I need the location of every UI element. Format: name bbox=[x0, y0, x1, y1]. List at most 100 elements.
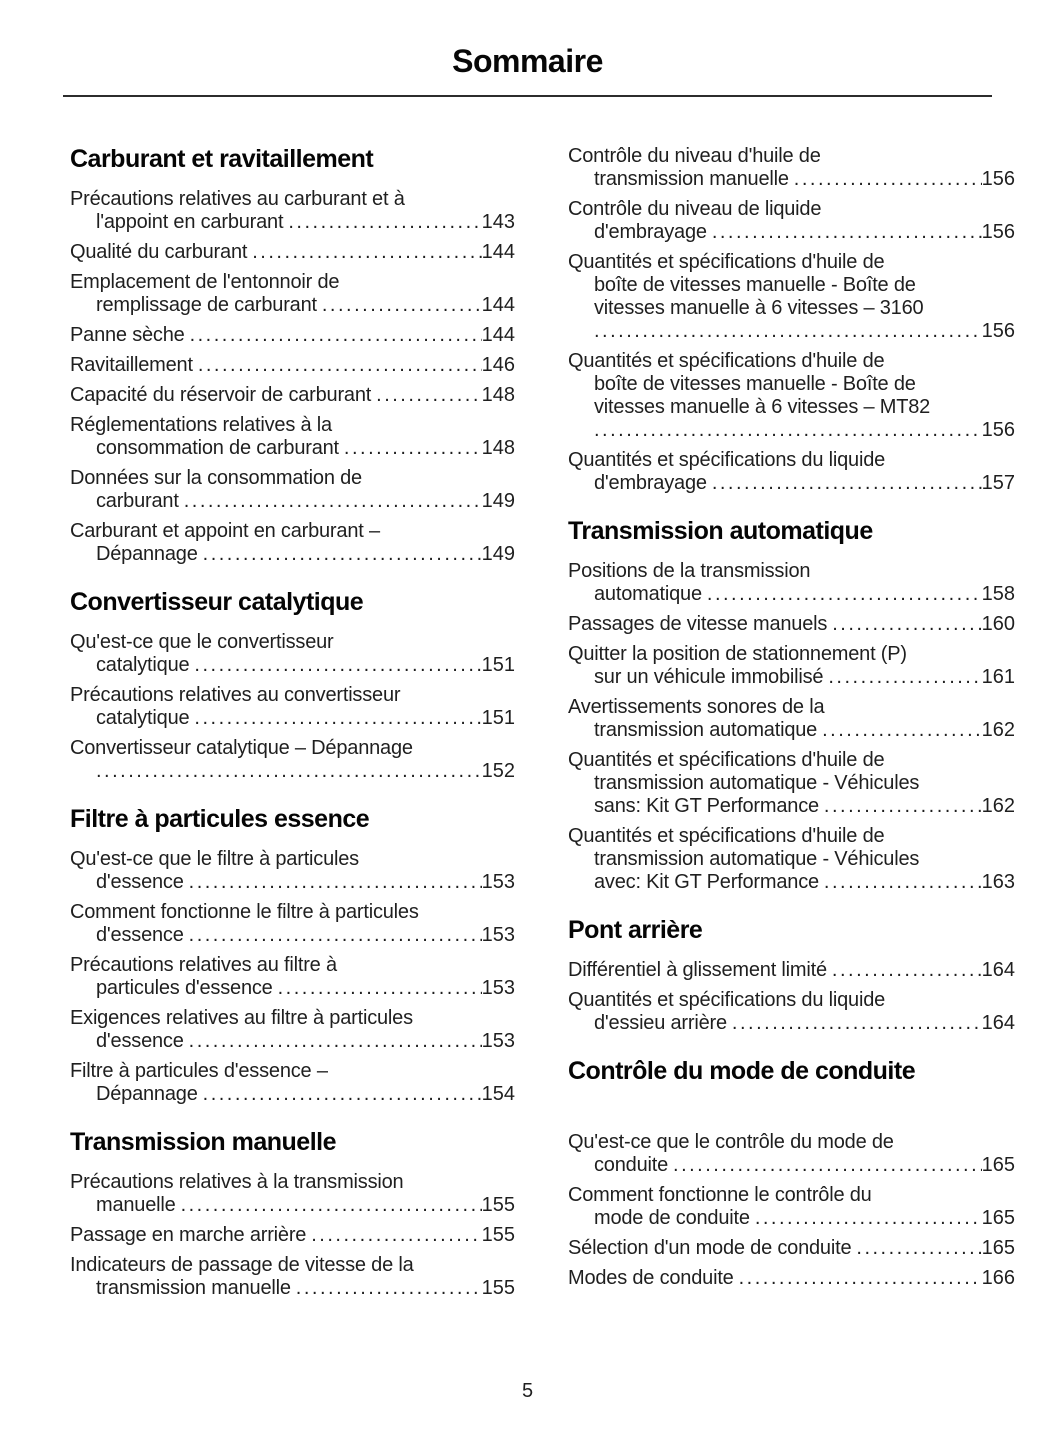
toc-entry: Quantités et spécifications d'huile de bo… bbox=[568, 350, 1015, 442]
toc-leader-dots bbox=[189, 871, 482, 894]
toc-leader-dots bbox=[278, 977, 482, 1000]
toc-entry-text: Sélection d'un mode de conduite bbox=[568, 1237, 852, 1259]
toc-entries: Qu'est-ce que le contrôle du mode de cond… bbox=[568, 1131, 1015, 1290]
toc-entry-line: carburant 149 bbox=[96, 490, 515, 513]
toc-leader-dots bbox=[376, 384, 481, 407]
toc-entry-page: 161 bbox=[981, 666, 1015, 688]
toc-entry: Carburant et appoint en carburant – Dépan… bbox=[70, 520, 515, 566]
toc-entry: Qu'est-ce que le filtre à particules d'es… bbox=[70, 848, 515, 894]
toc-entry-line: Précautions relatives à la transmission bbox=[70, 1171, 404, 1193]
toc-entry: Avertissements sonores de la transmission… bbox=[568, 696, 1015, 742]
toc-leader-dots bbox=[344, 437, 482, 460]
toc-section: Transmission manuelle Précautions relativ… bbox=[70, 1128, 515, 1300]
toc-entry-text: Modes de conduite bbox=[568, 1267, 734, 1289]
toc-leader-dots bbox=[181, 1194, 482, 1217]
toc-entry-text: automatique bbox=[594, 583, 702, 605]
toc-leader-dots bbox=[203, 543, 482, 566]
toc-leader-dots bbox=[824, 871, 982, 894]
page-number: 5 bbox=[521, 1380, 534, 1402]
toc-entry-text: transmission manuelle bbox=[594, 168, 789, 190]
toc-entry: Emplacement de l'entonnoir de remplissage… bbox=[70, 271, 515, 317]
toc-entry-line: Quantités et spécifications d'huile de bbox=[568, 251, 885, 273]
section-heading: Contrôle du mode de conduite bbox=[568, 1057, 916, 1085]
toc-leader-dots bbox=[198, 354, 482, 377]
toc-entry-page: 149 bbox=[481, 543, 515, 565]
toc-entry-line: Positions de la transmission bbox=[568, 560, 811, 582]
toc-leader-dots bbox=[832, 959, 982, 982]
toc-entry-line: Réglementations relatives à la bbox=[70, 414, 332, 436]
document-page: Sommaire Carburant et ravitaillement Préc… bbox=[0, 0, 1055, 1307]
toc-entry-text: d'embrayage bbox=[594, 221, 707, 243]
toc-entry-page: 151 bbox=[481, 654, 515, 676]
toc-entry: Convertisseur catalytique – Dépannage 152 bbox=[70, 737, 515, 783]
toc-entry-text: carburant bbox=[96, 490, 179, 512]
toc-leader-dots bbox=[252, 241, 481, 264]
toc-entry: Quantités et spécifications d'huile de tr… bbox=[568, 825, 1015, 894]
toc-entry: Précautions relatives à la transmission m… bbox=[70, 1171, 515, 1217]
toc-entry-line: Comment fonctionne le filtre à particule… bbox=[70, 901, 419, 923]
toc-leader-dots bbox=[190, 324, 482, 347]
toc-entry-line: Dépannage 154 bbox=[96, 1083, 515, 1106]
toc-leader-dots bbox=[203, 1083, 482, 1106]
toc-entry-page: 165 bbox=[981, 1237, 1015, 1259]
page-header: Sommaire bbox=[0, 0, 1055, 97]
toc-entry-page: 153 bbox=[481, 977, 515, 999]
toc-entry-text: consommation de carburant bbox=[96, 437, 339, 459]
toc-entry-page: 166 bbox=[981, 1267, 1015, 1289]
toc-entry-page: 146 bbox=[481, 354, 515, 376]
toc-entry-page: 162 bbox=[981, 795, 1015, 817]
toc-entry-line: Précautions relatives au carburant et à bbox=[70, 188, 405, 210]
toc-entry-line: Convertisseur catalytique – Dépannage bbox=[70, 737, 413, 759]
toc-entry-text: Différentiel à glissement limité bbox=[568, 959, 827, 981]
toc-entry-line: transmission automatique - Véhicules bbox=[594, 772, 920, 794]
toc-entry-text: Panne sèche bbox=[70, 324, 185, 346]
toc-entry-page: 162 bbox=[981, 719, 1015, 741]
toc-entry-page: 156 bbox=[981, 320, 1015, 342]
toc-entry-line: sans: Kit GT Performance 162 bbox=[594, 795, 1015, 818]
toc-entry: Quitter la position de stationnement (P)… bbox=[568, 643, 1015, 689]
toc-entry-text: sur un véhicule immobilisé bbox=[594, 666, 824, 688]
toc-entry-text: catalytique bbox=[96, 654, 190, 676]
toc-entry-line: Qu'est-ce que le contrôle du mode de bbox=[568, 1131, 894, 1153]
toc-entry-text: transmission manuelle bbox=[96, 1277, 291, 1299]
toc-entry-text: Dépannage bbox=[96, 1083, 198, 1105]
toc-entry-line: Comment fonctionne le contrôle du bbox=[568, 1184, 872, 1206]
toc-entry-page: 165 bbox=[981, 1207, 1015, 1229]
toc-entry-line: Précautions relatives au convertisseur bbox=[70, 684, 401, 706]
toc-entry-line: Quantités et spécifications du liquide bbox=[568, 989, 886, 1011]
toc-entry: Différentiel à glissement limité 164 bbox=[568, 959, 1015, 982]
toc-entry-text: d'embrayage bbox=[594, 472, 707, 494]
toc-entry-line: Indicateurs de passage de vitesse de la bbox=[70, 1254, 414, 1276]
toc-leader-dots bbox=[822, 719, 982, 742]
toc-entry-line: sur un véhicule immobilisé 161 bbox=[594, 666, 1015, 689]
toc-entry-line: Quantités et spécifications du liquide bbox=[568, 449, 886, 471]
toc-section: Pont arrière Différentiel à glissement li… bbox=[568, 916, 1015, 1035]
toc-entries: Contrôle du niveau d'huile de transmissio… bbox=[568, 145, 1015, 495]
toc-entry-line: Qu'est-ce que le convertisseur bbox=[70, 631, 334, 653]
toc-leader-dots bbox=[194, 707, 481, 730]
toc-entry-line: catalytique 151 bbox=[96, 707, 515, 730]
toc-entry-text: d'essence bbox=[96, 871, 184, 893]
section-heading: Pont arrière bbox=[568, 916, 703, 944]
toc-entry-text: Dépannage bbox=[96, 543, 198, 565]
toc-entry-line: transmission manuelle 155 bbox=[96, 1277, 515, 1300]
toc-entry: Précautions relatives au convertisseur ca… bbox=[70, 684, 515, 730]
toc-entry-page: 144 bbox=[481, 241, 515, 263]
toc-entry-line: Emplacement de l'entonnoir de bbox=[70, 271, 340, 293]
toc-entry: Qualité du carburant 144 bbox=[70, 241, 515, 264]
toc-entry-text: avec: Kit GT Performance bbox=[594, 871, 819, 893]
toc-entry-line: transmission automatique 162 bbox=[594, 719, 1015, 742]
section-heading: Convertisseur catalytique bbox=[70, 588, 364, 616]
toc-entry-line: Exigences relatives au filtre à particul… bbox=[70, 1007, 413, 1029]
toc-leader-dots bbox=[288, 211, 481, 234]
toc-entry: Réglementations relatives à la consommati… bbox=[70, 414, 515, 460]
toc-section: Carburant et ravitaillement Précautions r… bbox=[70, 145, 515, 566]
toc-entry-text: d'essence bbox=[96, 1030, 184, 1052]
toc-leader-dots bbox=[322, 294, 482, 317]
toc-entry-text: mode de conduite bbox=[594, 1207, 750, 1229]
toc-entry-page: 148 bbox=[481, 384, 515, 406]
toc-entry-page: 148 bbox=[481, 437, 515, 459]
